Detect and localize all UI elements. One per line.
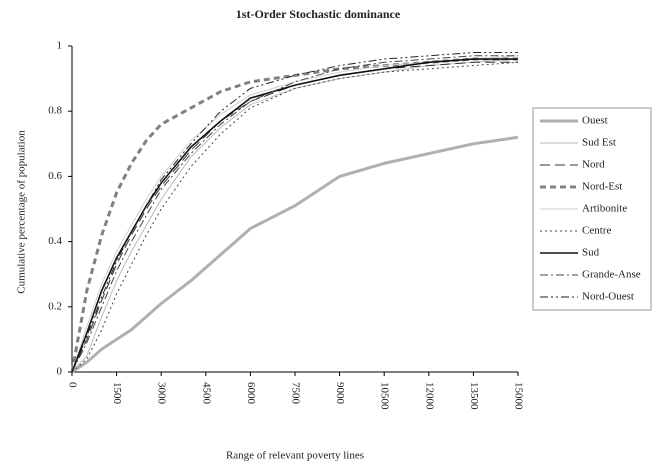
x-axis-label: Range of relevant poverty lines [226, 450, 364, 462]
series-line [71, 55, 518, 373]
legend-label: Nord-Ouest [582, 291, 634, 303]
x-tick-label: 0 [66, 382, 78, 388]
x-tick-label: 7500 [289, 382, 301, 405]
y-tick-label: 0 [57, 366, 63, 378]
legend-label: Artibonite [582, 203, 627, 215]
x-tick-label: 10500 [379, 382, 391, 410]
y-tick-label: 1 [57, 40, 63, 52]
chart-title: 1st-Order Stochastic dominance [236, 7, 401, 21]
legend-label: Sud [582, 247, 600, 259]
y-tick-label: 0.8 [48, 105, 62, 117]
x-tick-label: 6000 [245, 382, 257, 405]
x-tick-label: 12000 [423, 382, 435, 410]
legend-label: Nord [582, 159, 605, 171]
x-tick-label: 3000 [156, 382, 168, 405]
x-tick-label: 4500 [200, 382, 212, 405]
series-line [71, 55, 519, 373]
legend-label: Ouest [582, 115, 608, 127]
x-tick-label: 13500 [468, 382, 480, 410]
legend-label: Grande-Anse [582, 269, 641, 281]
legend-label: Nord-Est [582, 181, 622, 193]
x-tick-label: 15000 [512, 382, 524, 410]
y-tick-label: 0.6 [48, 170, 62, 182]
series-line [71, 58, 519, 373]
y-tick-label: 0.4 [48, 235, 62, 247]
y-tick-label: 0.2 [48, 300, 62, 312]
series-line [71, 61, 518, 373]
x-tick-label: 9000 [334, 382, 346, 405]
series-line [71, 52, 518, 373]
legend-label: Centre [582, 225, 611, 237]
x-tick-label: 1500 [111, 382, 123, 405]
legend-label: Sud Est [582, 137, 616, 149]
series-line [71, 61, 519, 373]
series-line [71, 58, 518, 373]
series-line [71, 135, 519, 374]
y-axis-label: Cumulative percentage of population [16, 130, 28, 294]
